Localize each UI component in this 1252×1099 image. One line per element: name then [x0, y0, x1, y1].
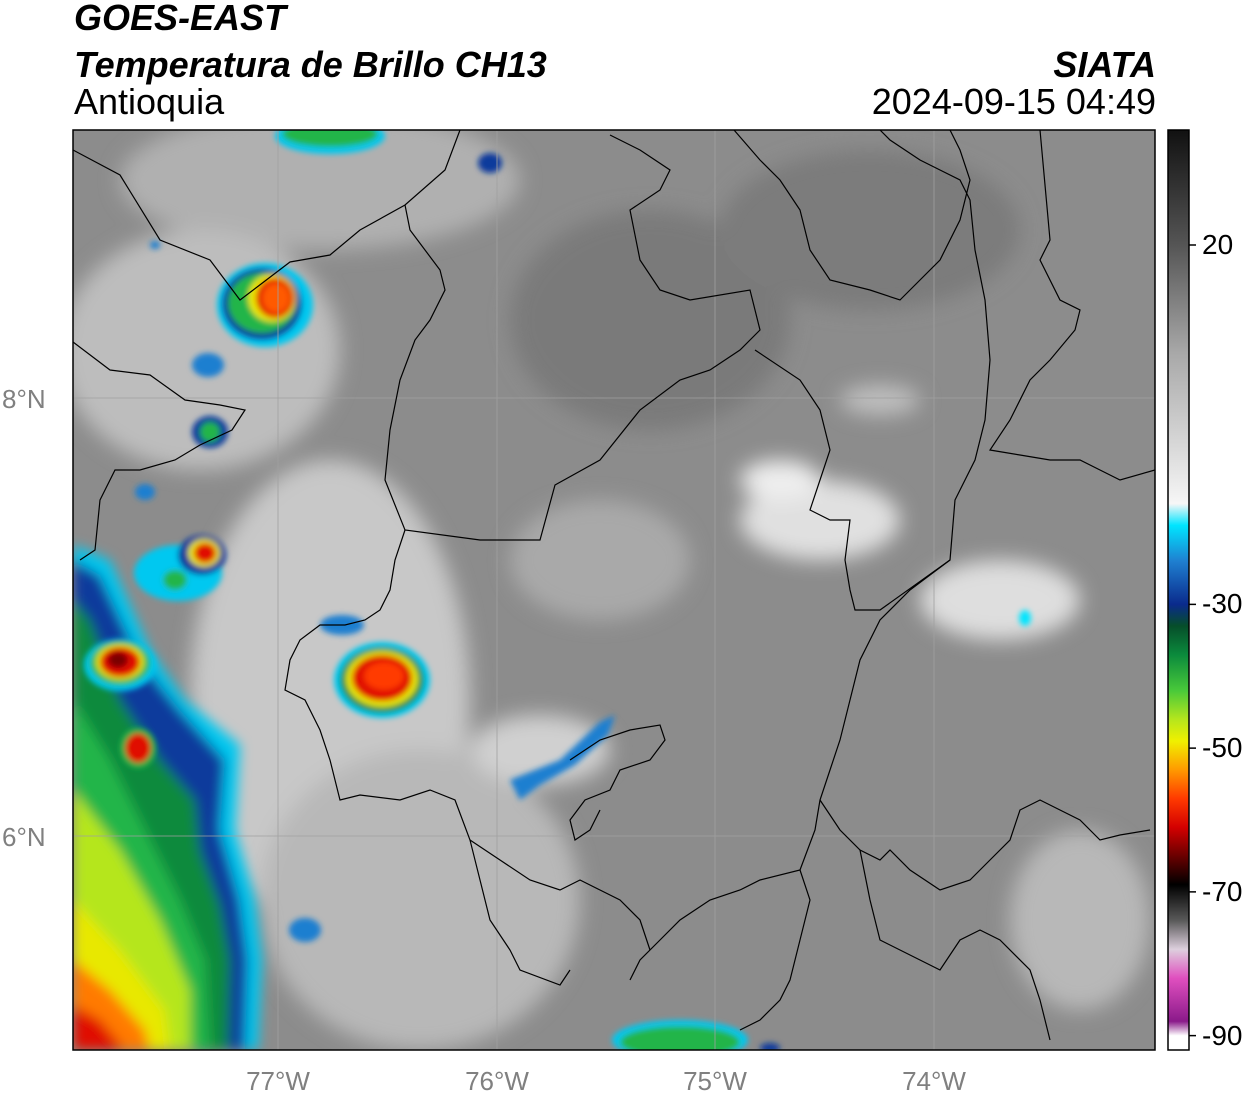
- graticule: [73, 130, 1155, 1050]
- colorbar-tick-label-m30: -30: [1202, 588, 1243, 620]
- timestamp-label: 2024-09-15 04:49: [871, 81, 1156, 122]
- product-title: Temperatura de Brillo CH13: [74, 44, 547, 85]
- colorbar-ticks: [1189, 244, 1196, 1037]
- storm-cells: [84, 130, 1031, 1050]
- lon-label-76w: 76°W: [465, 1066, 529, 1096]
- colorbar: [1168, 130, 1189, 1050]
- organization-label: SIATA: [1053, 44, 1156, 85]
- colorbar-tick-label-m70: -70: [1202, 875, 1243, 907]
- lat-label-6n: 6°N: [2, 822, 46, 852]
- colorbar-tick-label-20: 20: [1202, 229, 1234, 260]
- satellite-title: GOES-EAST: [74, 0, 287, 38]
- colorbar-tick-label-m50: -50: [1202, 732, 1243, 764]
- plot-area: [73, 130, 1155, 1050]
- boundaries: [73, 130, 1155, 1041]
- lon-label-77w: 77°W: [246, 1066, 310, 1096]
- lon-label-74w: 74°W: [902, 1066, 966, 1096]
- colorbar-tick-label-m90: -90: [1202, 1019, 1243, 1051]
- colorbar-frame: [1167, 129, 1190, 1051]
- plot-frame: [72, 129, 1156, 1051]
- region-label: Antioquia: [74, 81, 225, 122]
- lat-label-8n: 8°N: [2, 384, 46, 414]
- lon-label-75w: 75°W: [683, 1066, 747, 1096]
